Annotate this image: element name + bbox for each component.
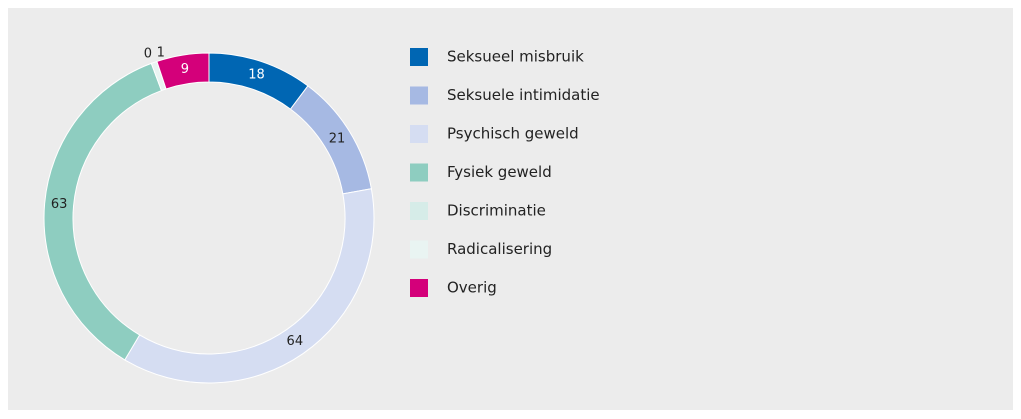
legend-label: Seksuele intimidatie xyxy=(447,86,600,104)
slice-label: 21 xyxy=(329,131,346,146)
legend-swatch xyxy=(410,240,428,259)
legend-label: Discriminatie xyxy=(447,202,546,220)
donut-slice xyxy=(156,52,210,90)
slice-label: 64 xyxy=(287,334,304,349)
legend-label: Overig xyxy=(447,279,497,297)
slice-label: 63 xyxy=(51,197,68,212)
legend-swatch xyxy=(410,48,428,66)
legend-label: Psychisch geweld xyxy=(447,125,579,143)
legend-label: Fysiek geweld xyxy=(447,163,552,181)
slice-label: 1 xyxy=(157,45,165,60)
legend-swatch xyxy=(410,279,428,297)
slice-label: 0 xyxy=(144,47,152,62)
legend-swatch xyxy=(410,202,428,220)
legend-swatch xyxy=(410,86,428,105)
slice-label: 18 xyxy=(248,68,265,83)
legend-swatch xyxy=(410,125,428,143)
slice-label: 9 xyxy=(181,62,189,77)
legend-swatch xyxy=(410,163,428,182)
legend-label: Radicalisering xyxy=(447,240,552,258)
legend-label: Seksueel misbruik xyxy=(447,48,584,66)
